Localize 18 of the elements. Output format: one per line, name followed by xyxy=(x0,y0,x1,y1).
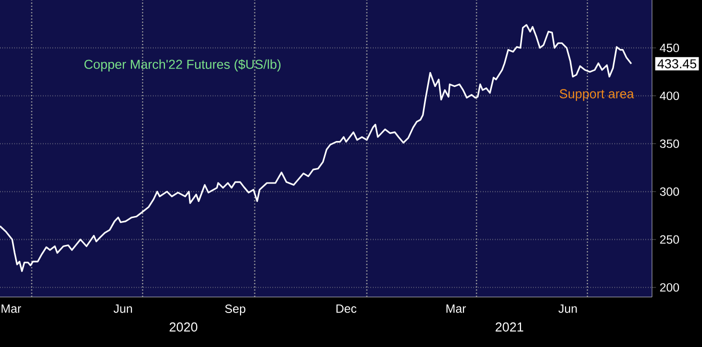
y-tick-label: 450 xyxy=(660,44,680,52)
x-tick-label: Mar xyxy=(2,304,22,313)
line-series xyxy=(0,24,632,272)
text: 2021 xyxy=(496,322,524,332)
x-tick-label: Jun xyxy=(558,304,577,313)
x-tick-label: Sep xyxy=(225,304,246,316)
x-tick-label: Mar xyxy=(446,304,466,313)
x-tick-label: Dec xyxy=(336,304,356,313)
text: Copper March'22 Futures ($US/lb) xyxy=(84,59,281,72)
x-tick-label: Jun xyxy=(114,304,132,313)
text: 2020 xyxy=(170,322,198,332)
y-tick-label: 200 xyxy=(660,283,680,292)
text: 433.45 xyxy=(658,59,696,68)
y-tick-label: 250 xyxy=(660,235,680,244)
y-tick-label: 300 xyxy=(660,187,680,196)
annotation: Support area xyxy=(560,89,634,101)
y-tick-label: 350 xyxy=(660,139,680,148)
y-tick-label: 400 xyxy=(660,92,680,100)
